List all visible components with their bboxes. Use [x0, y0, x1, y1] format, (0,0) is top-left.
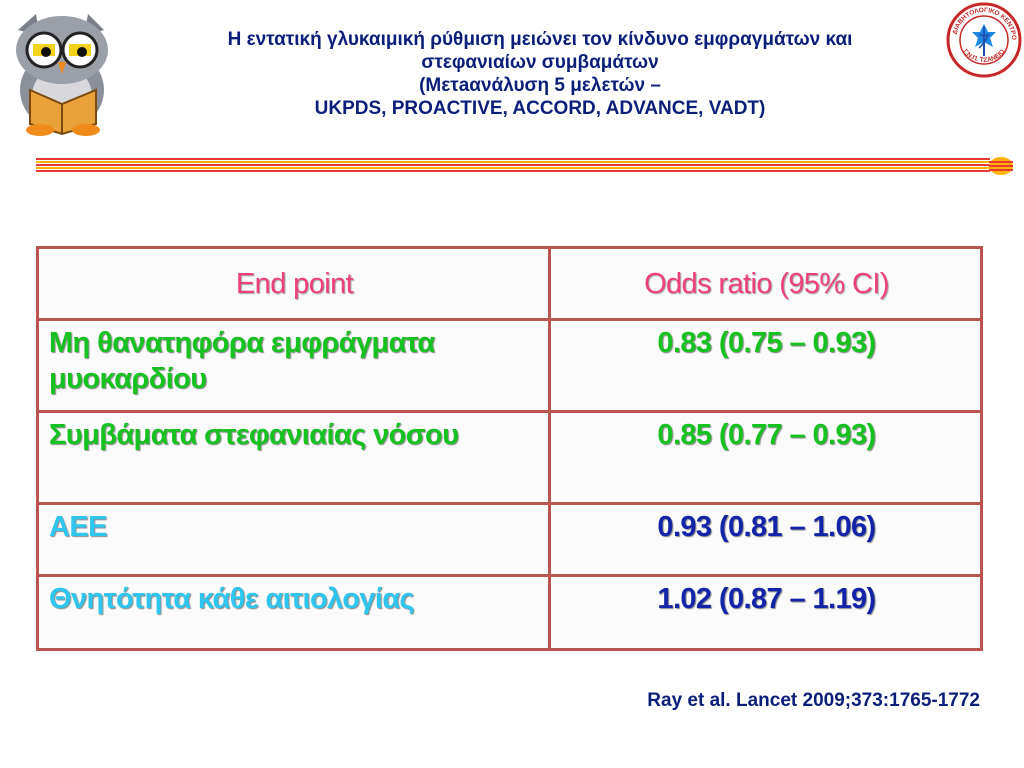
- endpoint-cell: ΑΕΕ: [36, 502, 551, 577]
- table-row: Θνητότητα κάθε αιτιολογίας 1.02 (0.87 – …: [36, 574, 983, 651]
- odds-ratio-cell: 0.93 (0.81 – 1.06): [548, 502, 983, 577]
- reading-owl-icon: [16, 14, 108, 136]
- endpoint-cell: Μη θανατηφόρα εμφράγματα μυοκαρδίου: [36, 318, 551, 413]
- citation: Ray et al. Lancet 2009;373:1765-1772: [647, 690, 980, 711]
- table-row: Συμβάματα στεφανιαίας νόσου 0.85 (0.77 –…: [36, 410, 983, 505]
- diabetes-center-seal-icon: ΔΙΑΒΗΤΟΛΟΓΙΚΟ ΚΕΝΤΡΟ Γ.Ν.Π. ΤΖΑΝΕΙΟ: [946, 2, 1022, 78]
- table-row: ΑΕΕ 0.93 (0.81 – 1.06): [36, 502, 983, 577]
- odds-ratio-cell: 0.83 (0.75 – 0.93): [548, 318, 983, 413]
- divider-end-ornament: [989, 157, 1013, 175]
- header-end-point: End point: [36, 246, 551, 321]
- table-row: Μη θανατηφόρα εμφράγματα μυοκαρδίου 0.83…: [36, 318, 983, 413]
- odds-ratio-cell: 0.85 (0.77 – 0.93): [548, 410, 983, 505]
- table-header-row: End point Odds ratio (95% CI): [36, 246, 983, 321]
- title-divider: [36, 158, 990, 172]
- title-line-4: UKPDS, PROACTIVE, ACCORD, ADVANCE, VADT): [314, 98, 766, 119]
- title-line-1: Η εντατική γλυκαιμική ρύθμιση μειώνει το…: [227, 29, 853, 50]
- odds-ratio-table: End point Odds ratio (95% CI) Μη θανατηφ…: [36, 246, 983, 651]
- title-line-2: στεφανιαίων συμβαμάτων: [421, 52, 659, 73]
- header-odds-ratio: Odds ratio (95% CI): [548, 246, 983, 321]
- endpoint-cell: Συμβάματα στεφανιαίας νόσου: [36, 410, 551, 505]
- odds-ratio-cell: 1.02 (0.87 – 1.19): [548, 574, 983, 651]
- slide-title: Η εντατική γλυκαιμική ρύθμιση μειώνει το…: [140, 28, 940, 120]
- endpoint-cell: Θνητότητα κάθε αιτιολογίας: [36, 574, 551, 651]
- title-line-3: (Μετaανάλυση 5 μελετών –: [419, 75, 661, 96]
